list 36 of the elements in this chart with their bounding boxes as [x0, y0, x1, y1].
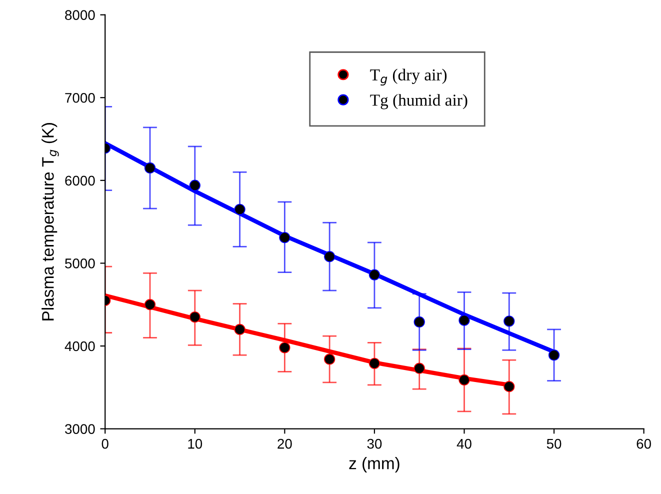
y-axis-title: Plasma temperature T$_{g}$ (K)	[42, 123, 59, 320]
y-tick-label: 5000	[65, 258, 95, 268]
point	[189, 311, 200, 323]
point	[504, 316, 515, 327]
point	[189, 180, 200, 191]
x-tick-label: 10	[188, 438, 202, 449]
y-tick-label: 8000	[65, 10, 95, 20]
point	[458, 314, 470, 326]
x-axis-title: z (mm)	[349, 457, 400, 473]
y-tick-label: 6000	[65, 176, 95, 186]
point	[144, 162, 156, 174]
x-tick-label: 30	[367, 438, 382, 449]
y-tick-label: 7000	[65, 92, 95, 103]
x-tick-label: 20	[278, 438, 292, 449]
point	[504, 380, 515, 392]
legend-label: Tg (humid air)	[370, 94, 468, 110]
point	[458, 374, 470, 386]
point	[548, 350, 560, 361]
x-tick-label: 0	[102, 438, 108, 449]
point	[414, 316, 425, 328]
point	[414, 362, 425, 374]
point	[368, 358, 380, 369]
x-tick-label: 60	[636, 438, 651, 449]
point	[144, 299, 156, 310]
legend-label: T$_{g}$ (dry air)	[370, 68, 447, 86]
point	[234, 324, 246, 336]
y-tick-label: 4000	[64, 341, 95, 352]
x-tick-label: 40	[456, 438, 472, 449]
point	[324, 354, 336, 365]
point	[368, 269, 380, 280]
x-tick-label: 50	[546, 438, 562, 449]
point	[279, 342, 290, 354]
y-tick-label: 3000	[65, 424, 95, 434]
point	[279, 232, 290, 244]
point	[324, 251, 336, 262]
point	[234, 204, 246, 215]
